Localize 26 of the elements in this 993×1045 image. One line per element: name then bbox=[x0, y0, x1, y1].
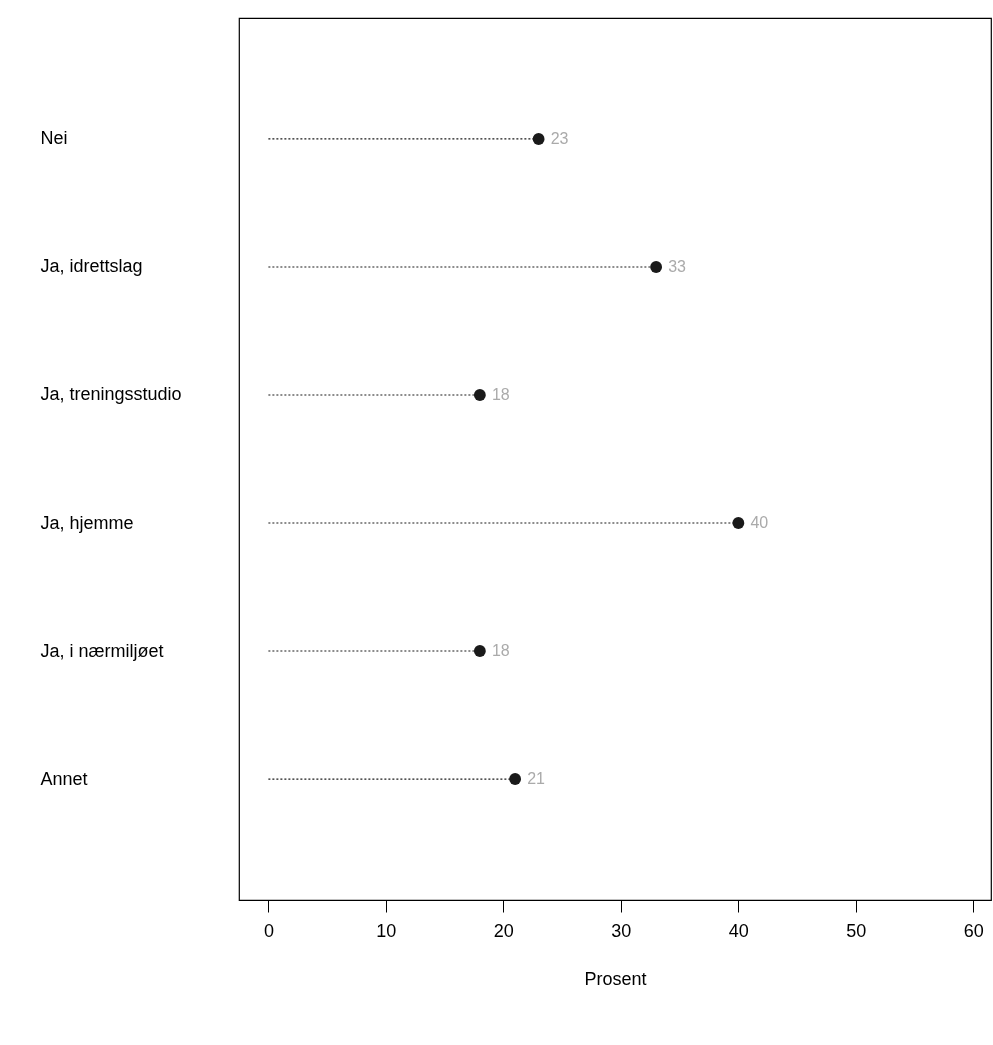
y-tick-label: Annet bbox=[40, 768, 88, 789]
data-label: 23 bbox=[550, 129, 569, 147]
point bbox=[650, 261, 663, 273]
data-label: 18 bbox=[491, 642, 510, 660]
y-tick-label: Ja, idrettslag bbox=[40, 256, 143, 277]
point bbox=[532, 133, 545, 145]
x-tick-label: 50 bbox=[846, 920, 867, 941]
point bbox=[509, 773, 522, 785]
y-tick-label: Ja, hjemme bbox=[40, 512, 134, 533]
point bbox=[473, 389, 486, 401]
y-tick-label: Ja, treningsstudio bbox=[40, 384, 182, 405]
x-tick-label: 40 bbox=[728, 920, 749, 941]
data-label: 21 bbox=[527, 770, 546, 788]
x-tick-label: 30 bbox=[611, 920, 632, 941]
y-tick-label: Nei bbox=[40, 128, 68, 149]
point bbox=[473, 645, 486, 657]
data-label: 40 bbox=[750, 514, 769, 532]
data-label: 18 bbox=[491, 385, 510, 403]
x-tick-label: 60 bbox=[963, 920, 984, 941]
x-tick-label: 0 bbox=[263, 920, 274, 941]
point bbox=[732, 517, 745, 529]
x-tick-label: 10 bbox=[376, 920, 397, 941]
x-tick-label: 20 bbox=[493, 920, 514, 941]
y-tick-label: Ja, i nærmiljøet bbox=[40, 640, 164, 661]
x-axis-title: Prosent bbox=[584, 968, 647, 989]
data-label: 33 bbox=[668, 257, 687, 275]
